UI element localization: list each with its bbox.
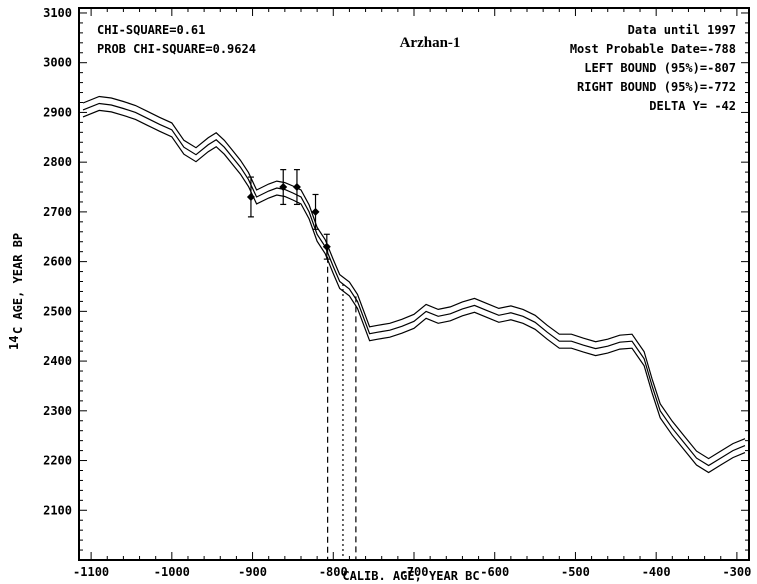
data-point-marker	[292, 183, 301, 192]
y-tick-label: 2500	[43, 304, 72, 318]
y-tick-label: 3100	[43, 6, 72, 20]
x-tick-label: -600	[480, 565, 509, 579]
y-tick-label: 3000	[43, 56, 72, 70]
delta-y-label: DELTA Y= -42	[649, 99, 736, 113]
curve-lower-band-line	[82, 109, 746, 474]
x-axis-ticks: -1100 -1000 -900 -800 -700 -600 -500 -400 -300	[73, 8, 751, 579]
y-axis-label-text: C AGE, YEAR BP	[11, 233, 25, 334]
data-point-marker	[311, 207, 320, 216]
stats-right: Data until 1997 Most Probable Date=-788 …	[570, 23, 736, 113]
y-tick-label: 2700	[43, 205, 72, 219]
curve-center-line	[82, 102, 746, 467]
x-tick-label: -1000	[154, 565, 190, 579]
data-point-marker	[322, 242, 331, 251]
x-tick-label: -500	[561, 565, 590, 579]
x-tick-label: -300	[722, 565, 751, 579]
chart-title: Arzhan-1	[400, 35, 461, 51]
y-tick-label: 2800	[43, 155, 72, 169]
data-point-marker	[246, 192, 255, 201]
y-tick-label: 2300	[43, 404, 72, 418]
x-tick-label: -1100	[73, 565, 109, 579]
data-until-label: Data until 1997	[628, 23, 736, 37]
prob-chi-square-label: PROB CHI-SQUARE=0.9624	[97, 42, 256, 56]
x-tick-label: -400	[642, 565, 671, 579]
x-tick-label: -900	[238, 565, 267, 579]
y-tick-label: 2100	[43, 503, 72, 517]
y-tick-label: 2900	[43, 105, 72, 119]
date-bounds	[327, 246, 357, 560]
chi-square-label: CHI-SQUARE=0.61	[97, 23, 205, 37]
y-tick-label: 2400	[43, 354, 72, 368]
left-bound-label: LEFT BOUND (95%)=-807	[584, 61, 736, 75]
measurement-points	[246, 169, 331, 260]
most-probable-date-label: Most Probable Date=-788	[570, 42, 736, 56]
y-axis-label: 14 C AGE, YEAR BP	[7, 233, 25, 350]
right-bound-label: RIGHT BOUND (95%)=-772	[577, 80, 736, 94]
curve-upper-band-line	[82, 95, 746, 460]
y-tick-label: 2600	[43, 255, 72, 269]
calibration-curve-band	[82, 95, 746, 474]
y-tick-label: 2200	[43, 454, 72, 468]
stats-left: CHI-SQUARE=0.61 PROB CHI-SQUARE=0.9624	[97, 23, 256, 56]
x-tick-label: -700	[400, 565, 429, 579]
y-axis-ticks: 2100 2200 2300 2400 2500 2600 2700 2800 2900 3000…	[43, 6, 749, 551]
x-axis-label: CALIB. AGE, YEAR BC	[342, 569, 479, 583]
y-axis-label-superscript: 14	[7, 336, 21, 350]
x-tick-label: -800	[319, 565, 348, 579]
data-point-marker	[279, 183, 288, 192]
